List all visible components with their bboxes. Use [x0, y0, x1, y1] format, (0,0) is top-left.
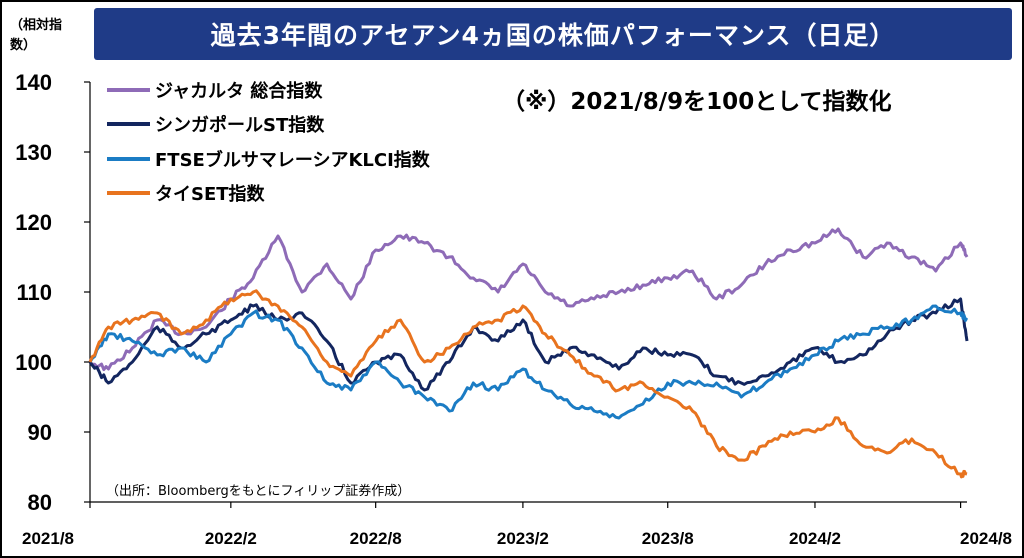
x-tick-label: 2024/8	[960, 529, 1012, 548]
legend-label: シンガポールST指数	[155, 114, 325, 136]
x-tick-label: 2024/2	[789, 529, 841, 548]
x-tick-label: 2021/8	[22, 529, 74, 548]
chart-title: 過去3年間のアセアン4ヵ国の株価パフォーマンス（日足）	[94, 8, 1012, 60]
series-line	[88, 289, 968, 479]
x-tick-label: 2022/8	[350, 529, 402, 548]
y-tick-label: 90	[28, 420, 52, 445]
y-tick-label: 110	[17, 280, 53, 305]
source-note: （出所：Bloombergをもとにフィリップ証券作成）	[106, 484, 411, 499]
x-tick-label: 2023/8	[642, 529, 694, 548]
series-line	[88, 227, 969, 372]
series-line	[88, 304, 969, 420]
legend-label: FTSEブルサマレーシアKLCI指数	[155, 149, 431, 171]
series-layer	[88, 227, 969, 479]
series-line	[88, 297, 969, 392]
y-tick-label: 130	[15, 140, 52, 165]
y-tick-label: 120	[15, 210, 52, 235]
x-tick-label: 2022/2	[205, 529, 257, 548]
legend-label: ジャカルタ 総合指数	[155, 80, 323, 102]
y-tick-label: 100	[15, 350, 52, 375]
y-tick-label: 140	[15, 70, 52, 95]
index-note: （※）2021/8/9を100として指数化	[502, 89, 892, 115]
legend-label: タイSET指数	[155, 183, 266, 205]
axes: 80 90 100 110 120 130 140 2021/8 2022/2 2022/8 202…	[15, 70, 1012, 548]
x-tick-label: 2023/2	[497, 529, 549, 548]
y-tick-label: 80	[28, 490, 52, 515]
y-axis-unit-label: （相対指数）	[10, 18, 63, 53]
